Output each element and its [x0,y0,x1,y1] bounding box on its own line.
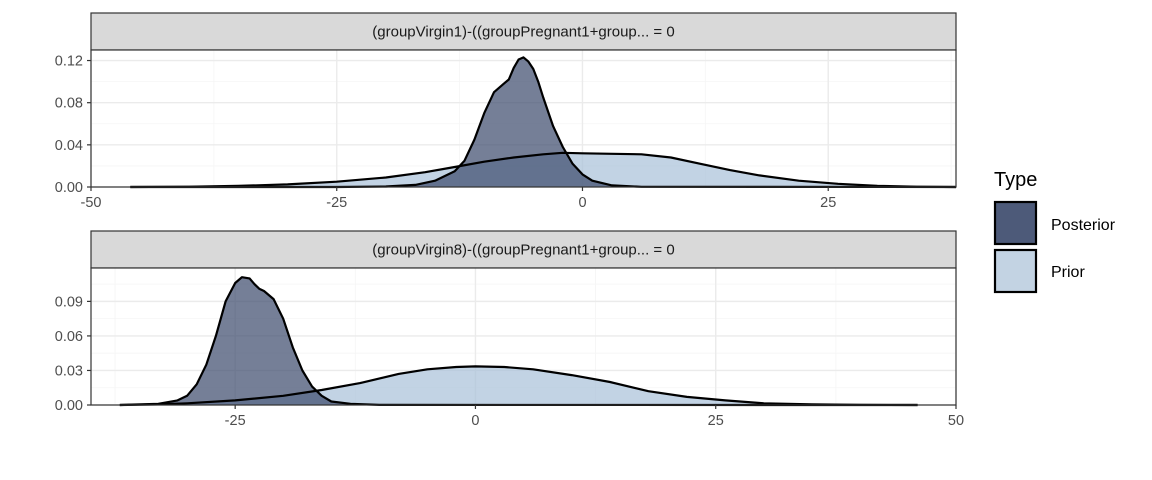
x-tick-label: 0 [471,413,479,429]
legend-key-posterior [993,200,1038,246]
legend-title: Type [994,169,1037,191]
x-tick-label: -50 [81,195,102,211]
plot-area: 0.00 0.03 0.06 0.09 -25 0 25 50 [55,267,964,429]
facet-strip-label: (groupVirgin1)-((groupPregnant1+group...… [372,24,674,41]
x-tick-label: 25 [820,195,836,211]
y-tick-label: 0.08 [55,96,83,112]
legend-label-posterior: Posterior [1051,217,1116,234]
x-tick-label: -25 [326,195,347,211]
legend-label-prior: Prior [1051,264,1085,281]
y-tick-label: 0.03 [55,363,83,379]
legend-key-prior [993,248,1038,294]
x-tick-label: 25 [708,413,724,429]
y-tick-label: 0.06 [55,329,83,345]
x-tick-label: -25 [225,413,246,429]
facet-panel-virgin8: (groupVirgin8)-((groupPregnant1+group...… [55,230,964,429]
density-line-posterior [119,276,918,407]
x-tick-label: 50 [948,413,964,429]
facet-strip-label: (groupVirgin8)-((groupPregnant1+group...… [372,242,674,259]
density-line-posterior [130,56,957,189]
density-area-posterior [119,277,918,405]
density-line-prior [130,151,957,189]
facet-panel-virgin1: (groupVirgin1)-((groupPregnant1+group...… [55,12,957,211]
y-tick-label: 0.00 [55,398,83,414]
facet-strip [90,12,957,51]
plot-area: 0.00 0.04 0.08 0.12 -50 -25 0 25 [55,49,957,211]
legend: Type Posterior Prior [993,169,1116,294]
density-line-prior [119,365,918,407]
y-tick-label: 0.12 [55,54,83,70]
density-area-posterior [130,57,957,188]
y-tick-label: 0.04 [55,138,83,154]
y-tick-label: 0.09 [55,294,83,310]
y-tick-label: 0.00 [55,180,83,196]
x-tick-label: 0 [578,195,586,211]
panel-border [90,49,957,188]
